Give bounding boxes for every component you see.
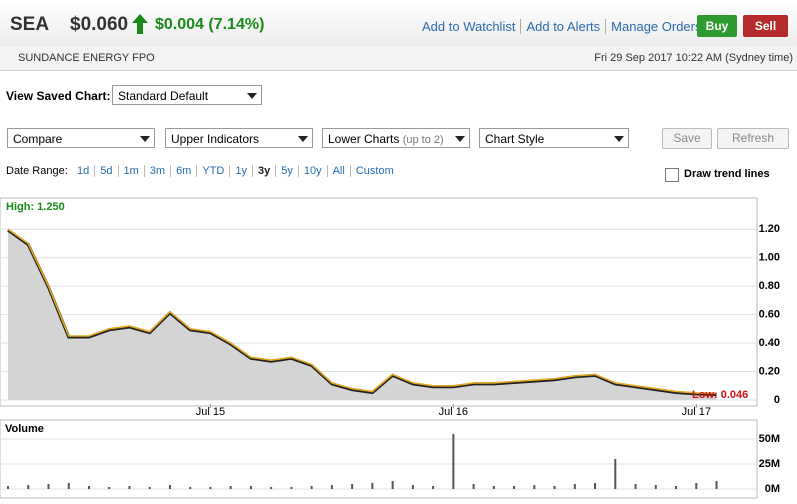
volume-bar [128,486,131,489]
range-link[interactable]: Custom [355,165,394,177]
sell-button[interactable]: Sell [743,15,788,37]
price-line-shadow [7,228,717,396]
volume-bar [533,485,536,489]
volume-bar [7,486,9,489]
y-tick-label: 50M [759,433,780,445]
volume-bar [189,487,192,489]
range-link[interactable]: 5y [276,165,299,177]
range-link[interactable]: 6m [171,165,198,177]
y-tick-label: 0.40 [759,337,780,349]
volume-bar [715,481,718,489]
price-change: $0.004 (7.14%) [155,16,265,33]
upper-indicators-select[interactable]: Upper Indicators [165,128,313,148]
saved-chart-label: View Saved Chart: [6,89,111,103]
price: $0.060 [70,14,129,35]
volume-bar [553,486,556,489]
volume-bar [209,487,212,489]
y-tick-label: 0.60 [759,309,780,321]
range-link[interactable]: 3y [252,165,277,177]
lower-charts-text: Lower Charts [328,132,400,146]
date-ranges: 1d 5d 1m 3m 6m YTD 1y 3y 5y 10y All Custom [72,165,399,177]
range-link[interactable]: 1m [118,165,145,177]
range-link[interactable]: 3m [144,165,172,177]
volume-bar [229,486,232,489]
refresh-button[interactable]: Refresh [717,128,789,149]
chart-style-select[interactable]: Chart Style [479,128,629,148]
volume-bar [47,484,50,489]
buy-button[interactable]: Buy [697,15,737,37]
y-tick-label: 0.80 [759,280,780,292]
y-tick-label: 1.00 [759,252,780,264]
volume-bar [452,434,455,489]
volume-bar [513,486,516,489]
volume-bar [168,485,171,489]
y-tick-label: 0M [765,483,780,495]
header-link[interactable]: Manage Orders [611,19,702,34]
header-link[interactable]: Add to Alerts [521,19,607,34]
date-range-label: Date Range: [6,165,68,177]
saved-chart-select[interactable]: Standard Default [112,85,262,105]
volume-bar [634,484,637,489]
volume-bar [391,481,394,489]
volume-bar [594,483,597,489]
range-link[interactable]: 1y [230,165,253,177]
volume-bar [330,485,333,489]
up-arrow [132,14,148,34]
volume-bar [695,483,698,489]
price-line [7,228,717,395]
save-button[interactable]: Save [662,128,712,149]
subheader-bar [0,46,797,71]
volume-bar [27,485,30,489]
volume-panel [0,419,758,499]
range-link[interactable]: 10y [298,165,328,177]
x-tick-label: Jul 15 [196,406,225,418]
header-link[interactable]: Add to Watchlist [417,19,522,34]
range-link[interactable]: 5d [95,165,119,177]
volume-bar [573,484,576,489]
volume-bar [290,487,293,489]
trend-checkbox[interactable] [665,168,679,182]
volume-bar [472,484,475,489]
range-link[interactable]: YTD [197,165,231,177]
lower-charts-select[interactable]: Lower Charts (up to 2) [322,128,470,148]
y-tick-label: 25M [759,458,780,470]
price-area [8,229,717,400]
y-tick-label: 0 [774,394,780,406]
compare-select[interactable]: Compare [7,128,155,148]
volume-bar [432,486,435,489]
volume-bar [371,483,374,489]
volume-bar [492,486,495,489]
range-link[interactable]: All [327,165,351,177]
high-label: High: 1.250 [6,201,65,213]
volume-bar [614,459,617,489]
volume-bar [87,486,90,489]
volume-bar [310,486,313,489]
volume-bar [108,487,111,489]
lower-charts-hint: (up to 2) [402,134,444,146]
volume-title: Volume [5,423,44,435]
volume-bar [270,487,273,489]
volume-bar [654,485,657,489]
x-tick-label: Jul 16 [439,406,468,418]
volume-bar [148,487,151,489]
volume-bar [67,483,70,489]
range-link[interactable]: 1d [72,165,96,177]
volume-bar [351,484,354,489]
company-name: SUNDANCE ENERGY FPO [18,52,155,64]
symbol: SEA [10,14,50,35]
volume-bar [675,486,678,489]
x-tick-label: Jul 17 [682,406,711,418]
y-tick-label: 0.20 [759,365,780,377]
trend-lines-label: Draw trend lines [684,168,770,180]
y-tick-label: 1.20 [759,223,780,235]
volume-bar [249,486,252,489]
header-links: Add to Watchlist Add to Alerts Manage Orde… [417,19,707,34]
volume-bar [411,485,414,489]
low-label: Low: 0.046 [692,389,748,401]
timestamp: Fri 29 Sep 2017 10:22 AM (Sydney time) [594,52,793,64]
